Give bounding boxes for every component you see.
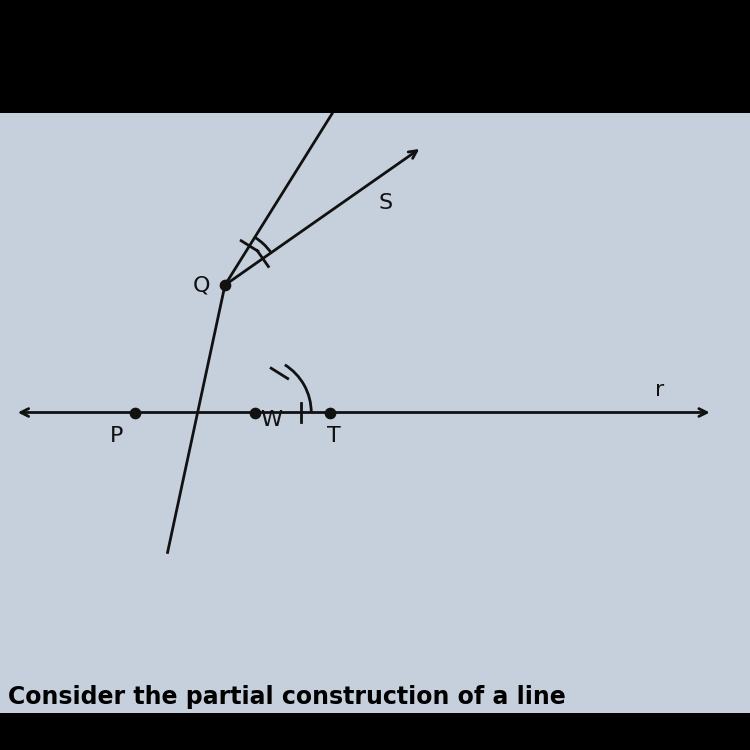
Point (219, 279, 231, 291)
Text: P: P (110, 427, 123, 446)
Point (249, 406, 261, 418)
Text: r: r (656, 380, 664, 400)
Point (129, 406, 141, 418)
Text: T: T (327, 427, 340, 446)
Bar (0, 712, 750, 750)
Text: S: S (379, 193, 393, 213)
Bar (0, 0, 750, 112)
Point (324, 406, 336, 418)
Text: W: W (260, 410, 283, 430)
Text: Consider the partial construction of a line: Consider the partial construction of a l… (8, 685, 566, 709)
Text: Q: Q (192, 275, 210, 295)
